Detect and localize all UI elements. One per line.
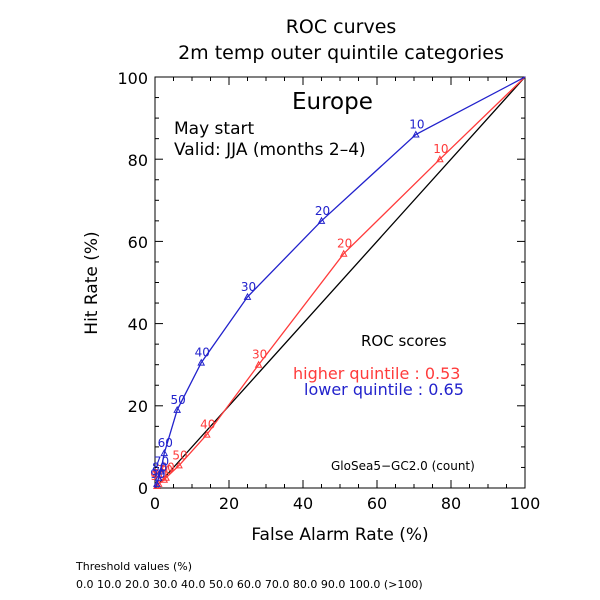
data-point bbox=[162, 473, 170, 481]
threshold-label: 30 bbox=[241, 280, 256, 294]
data-point bbox=[160, 449, 169, 457]
threshold-title: Threshold values (%) bbox=[76, 560, 193, 573]
data-point bbox=[243, 292, 252, 300]
start-label: May start bbox=[174, 119, 254, 139]
y-tick-label: 0 bbox=[138, 479, 148, 498]
data-point bbox=[436, 155, 444, 163]
threshold-label: 40 bbox=[200, 418, 215, 432]
axis-ticks bbox=[154, 76, 526, 489]
threshold-label: 50 bbox=[172, 448, 187, 462]
threshold-label: 10 bbox=[433, 142, 448, 156]
data-point bbox=[254, 360, 263, 368]
region-label: Europe bbox=[292, 89, 373, 115]
data-point bbox=[197, 358, 206, 366]
x-tick-label: 40 bbox=[293, 494, 313, 513]
model-label: GloSea5−GC2.0 (count) bbox=[331, 459, 475, 473]
score-higher-quintile: higher quintile : 0.53 bbox=[293, 364, 460, 383]
threshold-values: 0.0 10.0 20.0 30.0 40.0 50.0 60.0 70.0 8… bbox=[76, 578, 423, 591]
chart-title: ROC curves bbox=[286, 16, 397, 38]
x-tick-label: 80 bbox=[441, 494, 461, 513]
y-tick-label: 80 bbox=[128, 151, 148, 170]
y-axis-label: Hit Rate (%) bbox=[82, 231, 102, 334]
threshold-label: 80 bbox=[152, 461, 167, 475]
data-point bbox=[317, 216, 326, 224]
data-point bbox=[412, 130, 420, 138]
x-axis-label: False Alarm Rate (%) bbox=[251, 525, 428, 545]
x-tick-label: 60 bbox=[367, 494, 387, 513]
threshold-label: 50 bbox=[171, 393, 186, 407]
threshold-label: 10 bbox=[409, 118, 424, 132]
data-point bbox=[156, 467, 165, 475]
y-tick-label: 20 bbox=[128, 397, 148, 416]
threshold-label: 60 bbox=[158, 436, 173, 450]
threshold-label: 30 bbox=[252, 348, 267, 362]
chart-subtitle: 2m temp outer quintile categories bbox=[178, 42, 504, 64]
x-tick-label: 0 bbox=[150, 494, 160, 513]
data-point bbox=[202, 430, 211, 438]
y-tick-label: 60 bbox=[128, 233, 148, 252]
threshold-label: 70 bbox=[154, 455, 169, 469]
threshold-label: 20 bbox=[337, 237, 352, 251]
valid-label: Valid: JJA (months 2–4) bbox=[174, 140, 366, 160]
no-skill-diagonal bbox=[154, 76, 526, 489]
data-point bbox=[175, 461, 183, 469]
data-point bbox=[153, 479, 161, 487]
y-tick-label: 100 bbox=[117, 69, 148, 88]
roc-scores-heading: ROC scores bbox=[361, 332, 447, 350]
threshold-label: 60 bbox=[159, 461, 174, 475]
data-point bbox=[154, 473, 163, 481]
x-tick-label: 20 bbox=[219, 494, 239, 513]
threshold-label: 40 bbox=[195, 346, 210, 360]
y-tick-label: 40 bbox=[128, 315, 148, 334]
data-point bbox=[339, 249, 348, 257]
x-tick-label: 100 bbox=[510, 494, 541, 513]
threshold-label: 20 bbox=[315, 204, 330, 218]
score-lower-quintile: lower quintile : 0.65 bbox=[304, 380, 464, 399]
data-point bbox=[173, 405, 182, 413]
data-point bbox=[160, 475, 169, 483]
